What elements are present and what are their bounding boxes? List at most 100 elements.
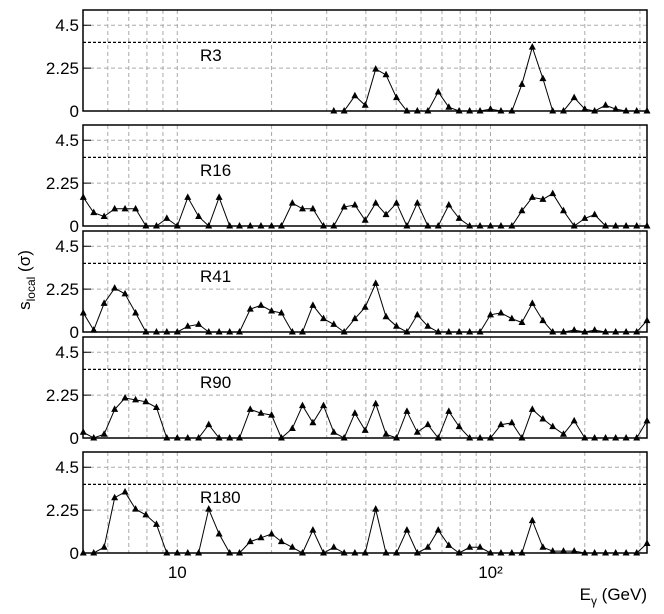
marker	[591, 549, 599, 556]
marker	[195, 320, 203, 327]
marker	[424, 543, 432, 550]
marker	[246, 305, 254, 312]
x-tick-label: 10	[168, 563, 187, 582]
marker	[549, 189, 557, 197]
marker	[466, 222, 474, 229]
marker	[602, 434, 610, 441]
marker	[111, 405, 119, 412]
marker	[173, 549, 181, 556]
marker	[361, 216, 369, 223]
marker	[602, 101, 610, 108]
marker	[79, 549, 87, 556]
marker	[372, 199, 380, 206]
marker	[100, 543, 108, 550]
marker	[392, 434, 400, 441]
marker	[330, 222, 338, 229]
marker	[309, 204, 317, 212]
marker	[246, 537, 254, 545]
marker	[163, 214, 171, 221]
marker	[79, 428, 87, 435]
y-tick-label: 4.5	[55, 343, 79, 362]
y-tick-label: 4.5	[55, 131, 79, 150]
marker	[288, 543, 296, 550]
marker	[298, 328, 306, 335]
marker	[466, 107, 474, 114]
marker	[195, 434, 203, 441]
marker	[288, 424, 296, 431]
y-tick-label: 2.25	[46, 386, 79, 405]
marker	[340, 202, 348, 210]
marker	[268, 307, 276, 314]
marker	[559, 547, 567, 554]
marker	[142, 222, 150, 229]
marker	[508, 549, 516, 556]
marker	[382, 549, 390, 556]
marker	[434, 222, 442, 229]
marker	[633, 107, 641, 114]
marker	[226, 549, 234, 556]
marker	[403, 328, 411, 335]
marker	[351, 549, 359, 556]
marker	[476, 222, 484, 229]
marker	[121, 204, 129, 212]
marker	[633, 222, 641, 229]
marker	[205, 420, 213, 428]
marker	[455, 107, 463, 114]
marker	[236, 434, 244, 441]
marker	[403, 222, 411, 229]
y-label-part: local	[24, 277, 38, 302]
marker	[486, 105, 494, 112]
marker	[497, 107, 505, 114]
marker	[205, 505, 213, 512]
marker	[392, 322, 400, 329]
marker	[528, 43, 536, 50]
y-label-part: s	[15, 301, 34, 310]
marker	[320, 314, 328, 322]
marker	[132, 395, 140, 403]
y-tick-label: 2.25	[46, 59, 79, 78]
marker	[559, 328, 567, 335]
marker	[466, 328, 474, 335]
marker	[361, 549, 369, 556]
marker	[612, 549, 620, 556]
marker	[132, 308, 140, 316]
marker	[528, 516, 536, 524]
marker	[184, 549, 192, 556]
marker	[539, 316, 547, 324]
marker	[100, 430, 108, 437]
marker	[298, 204, 306, 212]
marker	[466, 434, 474, 441]
marker	[476, 107, 484, 114]
marker	[351, 201, 359, 208]
x-axis-label: Eγ (GeV)	[580, 585, 647, 608]
marker	[476, 434, 484, 441]
y-tick-label: 0	[70, 217, 79, 236]
marker	[195, 549, 203, 556]
marker	[455, 214, 463, 221]
marker	[142, 510, 150, 518]
marker	[455, 422, 463, 430]
marker	[132, 505, 140, 512]
marker	[424, 420, 432, 428]
marker	[90, 549, 98, 556]
marker	[257, 301, 265, 308]
marker	[539, 543, 547, 550]
marker	[100, 299, 108, 306]
marker	[602, 328, 610, 335]
series-label: R90	[200, 373, 231, 392]
marker	[591, 434, 599, 441]
marker	[372, 279, 380, 286]
marker	[612, 105, 620, 112]
marker	[602, 222, 610, 229]
marker	[226, 434, 234, 441]
marker	[173, 222, 181, 229]
marker	[612, 222, 620, 229]
marker	[518, 549, 526, 556]
marker	[277, 537, 285, 545]
marker	[330, 107, 338, 114]
marker	[79, 193, 87, 200]
marker	[330, 428, 338, 435]
marker	[413, 199, 421, 206]
marker	[392, 93, 400, 101]
marker	[497, 222, 505, 229]
